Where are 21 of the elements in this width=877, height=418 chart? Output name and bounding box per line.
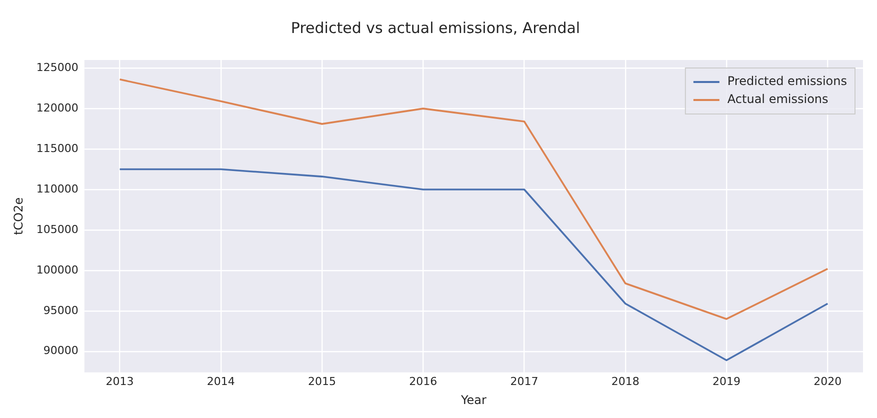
legend-label: Predicted emissions: [727, 74, 848, 88]
x-tick-label: 2020: [814, 374, 842, 388]
y-tick-label: 100000: [36, 263, 78, 276]
chart-title: Predicted vs actual emissions, Arendal: [290, 18, 580, 37]
x-tick-label: 2017: [510, 374, 538, 388]
y-tick-label: 125000: [36, 60, 78, 74]
y-tick-label: 95000: [43, 304, 78, 317]
x-tick-label: 2013: [106, 374, 134, 388]
x-tick-label: 2015: [308, 374, 336, 388]
y-axis-title: tCO2e: [11, 197, 26, 235]
x-axis-title: Year: [460, 392, 486, 407]
y-tick-label: 115000: [36, 142, 78, 155]
y-tick-label: 120000: [36, 101, 78, 114]
x-tick-label: 2018: [611, 374, 640, 388]
y-tick-label: 110000: [36, 182, 78, 196]
x-tick-label: 2019: [712, 374, 740, 388]
y-tick-label: 90000: [43, 344, 78, 358]
x-tick-label: 2014: [206, 374, 235, 388]
x-tick-label: 2016: [409, 374, 438, 388]
y-tick-label: 105000: [36, 222, 78, 236]
legend-label: Actual emissions: [727, 92, 828, 106]
